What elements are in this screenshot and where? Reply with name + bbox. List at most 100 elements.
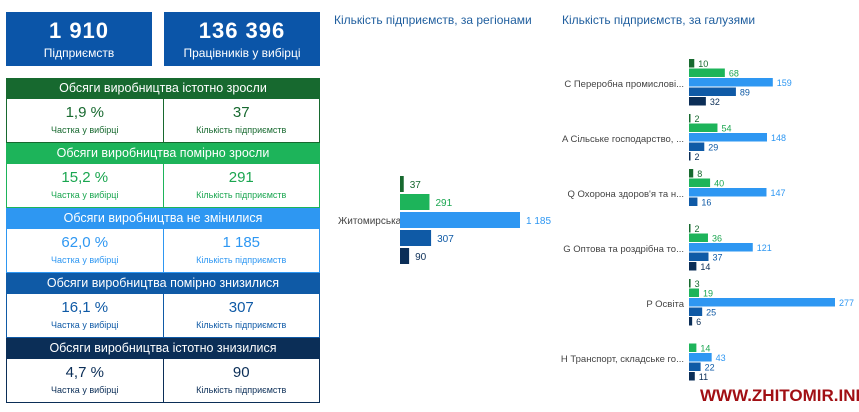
data-label: 29 [708, 143, 718, 153]
data-label: 121 [757, 243, 772, 253]
kpi-label: Підприємств [43, 46, 115, 60]
count-value: 37 [232, 104, 250, 121]
share-value: 4,7 % [65, 364, 104, 381]
count-value: 291 [228, 169, 254, 186]
kpi-enterprises: 1 910 Підприємств [6, 12, 152, 66]
data-label: 148 [771, 133, 786, 143]
data-label: 1 185 [526, 216, 551, 227]
bar [400, 176, 404, 192]
bar [689, 243, 753, 252]
category-label: H Транспорт, складське го... [561, 354, 684, 365]
count-value: 1 185 [222, 234, 261, 251]
bar [689, 197, 698, 206]
category-label: G Оптова та роздрібна то... [563, 244, 684, 255]
data-label: 54 [721, 124, 731, 134]
share-cell: 4,7 % Частка у вибірці [7, 359, 163, 402]
count-value: 307 [228, 299, 254, 316]
count-label: Кількість підприємств [196, 320, 287, 330]
data-label: 307 [437, 234, 454, 245]
count-value: 90 [232, 364, 250, 381]
bar [689, 279, 691, 288]
share-label: Частка у вибірці [51, 255, 119, 265]
data-label: 3 [695, 279, 700, 289]
data-label: 277 [839, 298, 854, 308]
share-value: 1,9 % [65, 104, 104, 121]
category-label: A Сільське господарство, ... [562, 134, 684, 145]
share-label: Частка у вибірці [51, 125, 119, 135]
data-label: 11 [699, 372, 708, 382]
data-label: 89 [740, 88, 750, 98]
count-label: Кількість підприємств [196, 125, 287, 135]
bar [689, 188, 767, 197]
share-cell: 62,0 % Частка у вибірці [7, 229, 163, 272]
data-label: 22 [705, 363, 715, 373]
bar [400, 194, 430, 210]
data-label: 32 [710, 97, 720, 107]
bar [400, 230, 432, 246]
bar [689, 233, 708, 242]
bar [689, 68, 725, 77]
share-cell: 15,2 % Частка у вибірці [7, 164, 163, 207]
data-label: 16 [701, 198, 711, 208]
share-label: Частка у вибірці [51, 190, 119, 200]
data-label: 6 [696, 317, 701, 327]
data-label: 2 [695, 114, 700, 124]
kpi-employees: 136 396 Працівників у вибірці [164, 12, 320, 66]
bar [689, 252, 709, 261]
category-label: Житомирська [338, 216, 402, 227]
bar [689, 169, 694, 178]
data-label: 68 [729, 69, 739, 79]
data-label: 2 [695, 224, 700, 234]
bar [689, 178, 711, 187]
region-chart-title: Кількість підприємств, за регіонами [334, 13, 532, 27]
bar [689, 343, 697, 352]
bar [689, 78, 773, 87]
data-label: 36 [712, 234, 722, 244]
data-label: 10 [698, 59, 708, 69]
data-label: 40 [714, 179, 724, 189]
count-label: Кількість підприємств [196, 190, 287, 200]
count-label: Кількість підприємств [196, 385, 287, 395]
data-label: 147 [770, 188, 785, 198]
bar [400, 248, 410, 264]
bar [689, 114, 691, 123]
section-title: Обсяги виробництва помірно знизилися [6, 273, 320, 294]
count-cell: 90 Кількість підприємств [162, 359, 320, 402]
section-title: Обсяги виробництва істотно зросли [6, 78, 320, 99]
bar [689, 317, 693, 326]
kpi-value: 136 396 [198, 18, 286, 43]
count-cell: 1 185 Кількість підприємств [162, 229, 320, 272]
share-label: Частка у вибірці [51, 320, 119, 330]
bar [689, 262, 697, 271]
data-label: 8 [697, 169, 702, 179]
share-value: 16,1 % [61, 299, 109, 316]
bar [689, 123, 718, 132]
share-value: 62,0 % [61, 234, 109, 251]
bar [689, 224, 691, 233]
share-label: Частка у вибірці [51, 385, 119, 395]
data-label: 14 [700, 344, 710, 354]
bar [689, 372, 695, 381]
data-label: 25 [706, 308, 716, 318]
share-value: 15,2 % [61, 169, 109, 186]
bar [689, 59, 695, 68]
count-cell: 37 Кількість підприємств [162, 99, 320, 142]
section-4: Обсяги виробництва істотно знизилися 4,7… [6, 338, 320, 403]
bar [400, 212, 520, 228]
section-2: Обсяги виробництва не змінилися 62,0 % Ча… [6, 208, 320, 273]
bar [689, 298, 835, 307]
bar [689, 142, 705, 151]
count-label: Кількість підприємств [196, 255, 287, 265]
bar [689, 152, 691, 161]
data-label: 291 [435, 198, 452, 209]
bar [689, 87, 736, 96]
bar [689, 362, 701, 371]
bar [689, 288, 700, 297]
data-label: 37 [410, 180, 422, 191]
section-title: Обсяги виробництва помірно зросли [6, 143, 320, 164]
share-cell: 1,9 % Частка у вибірці [7, 99, 163, 142]
data-label: 37 [713, 253, 723, 263]
section-1: Обсяги виробництва помірно зросли 15,2 %… [6, 143, 320, 208]
bar [689, 133, 768, 142]
data-label: 90 [415, 252, 427, 263]
